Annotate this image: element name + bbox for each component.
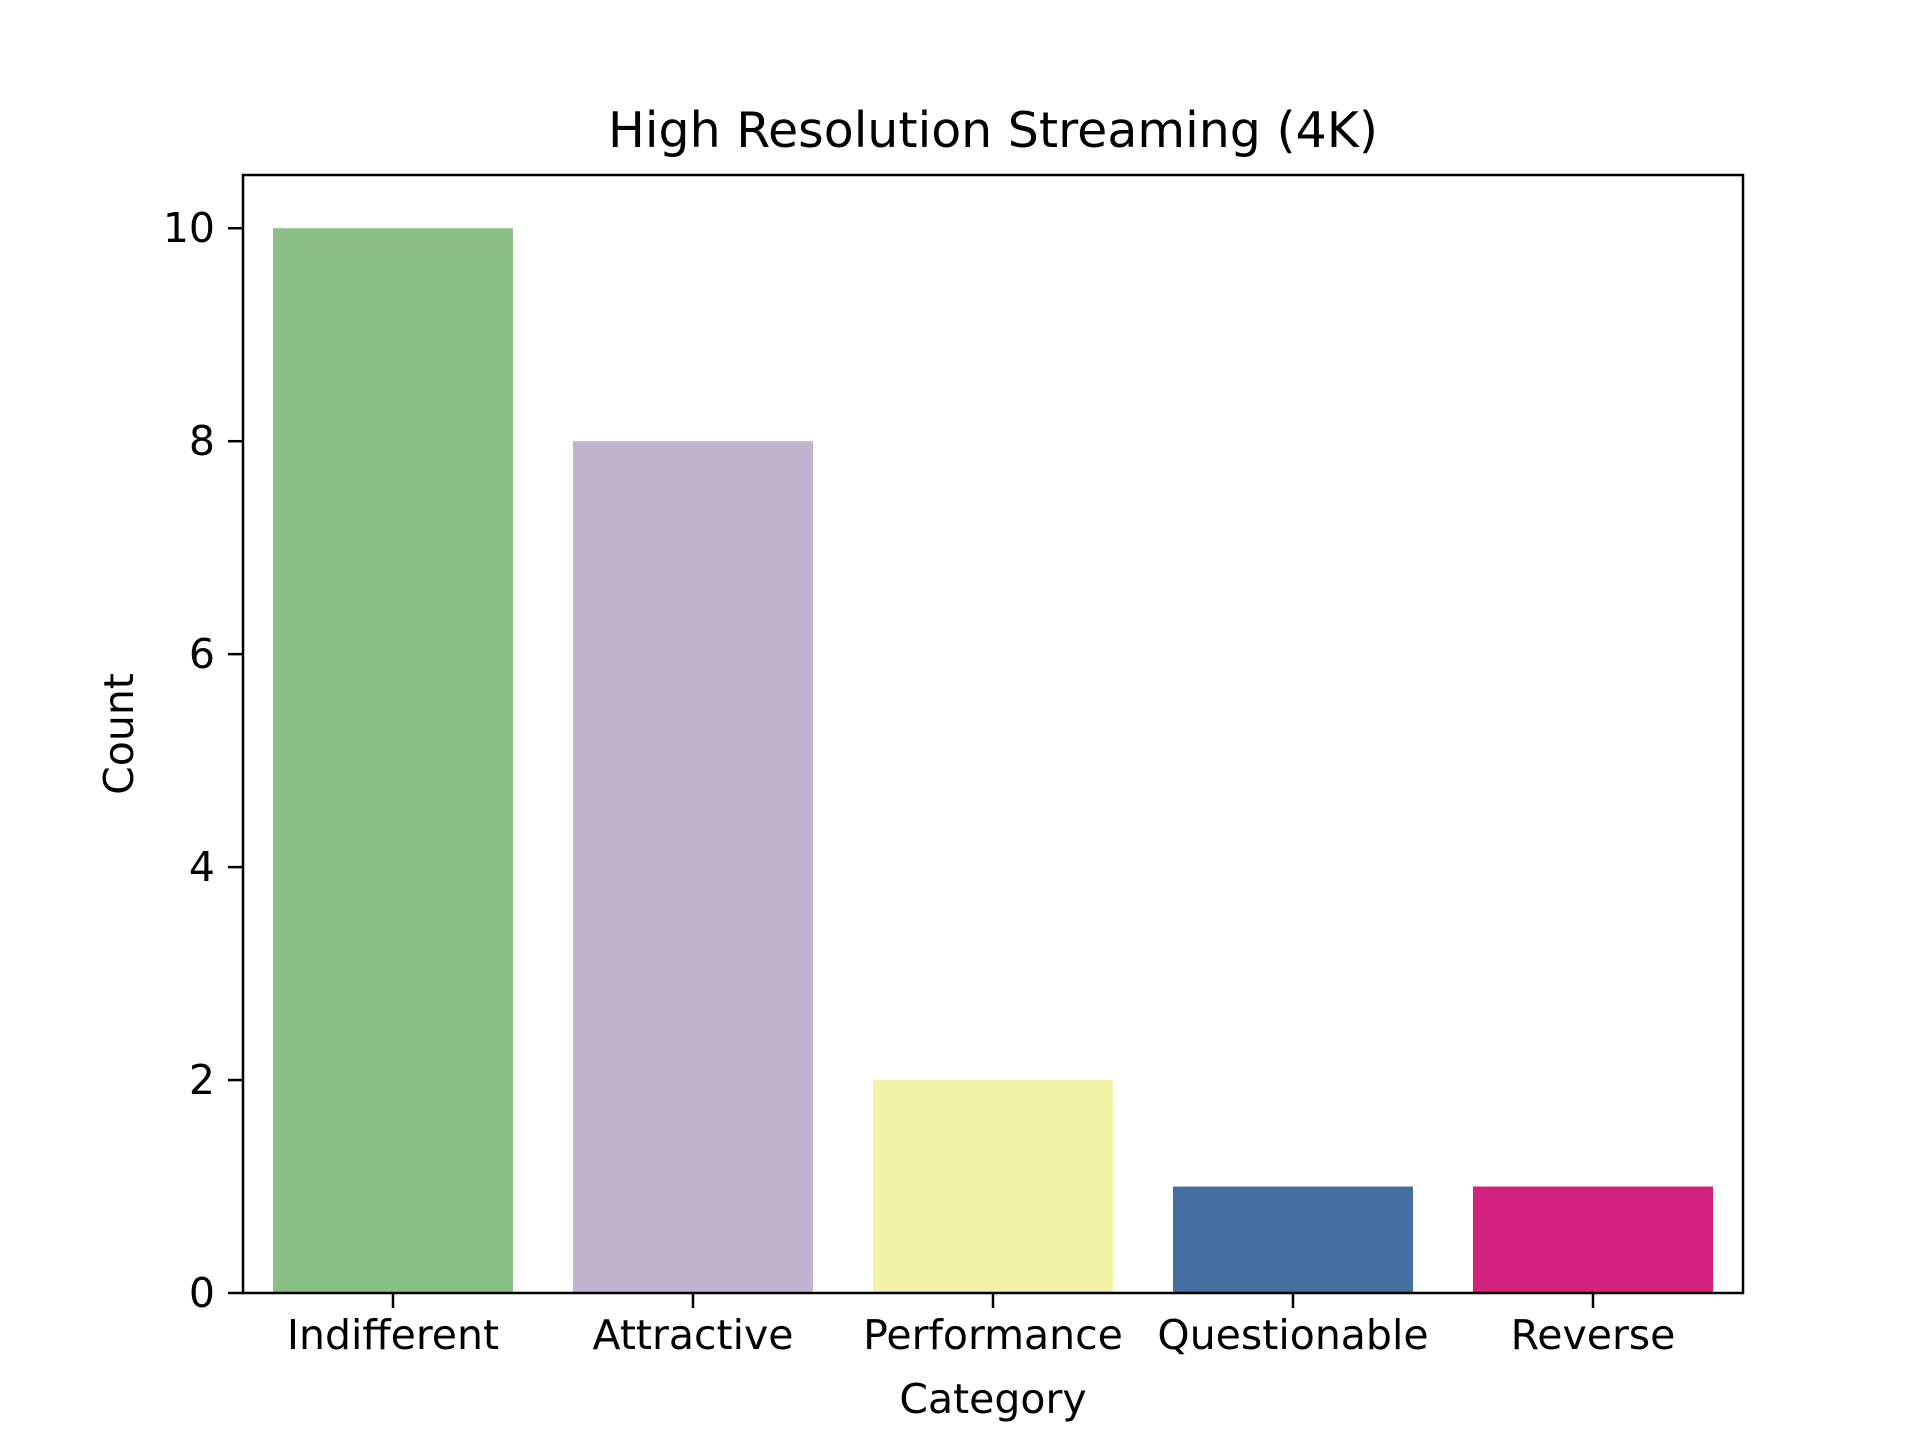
x-axis-title: Category (899, 1375, 1086, 1423)
bar-questionable (1173, 1186, 1413, 1293)
y-axis-title: Count (95, 673, 143, 795)
chart-title: High Resolution Streaming (4K) (608, 102, 1378, 159)
x-axis-ticks: Indifferent Attractive Performance Question… (287, 1293, 1676, 1359)
bars-layer (273, 228, 1713, 1294)
y-tick-label: 6 (189, 630, 215, 678)
x-tick-label: Questionable (1157, 1311, 1428, 1359)
bar-indifferent (273, 228, 513, 1294)
y-axis-ticks: 0 2 4 6 8 10 (163, 204, 243, 1317)
bar-reverse (1473, 1186, 1713, 1293)
x-tick-label: Attractive (593, 1311, 794, 1359)
y-tick-label: 4 (189, 843, 215, 891)
bar-attractive (573, 441, 813, 1293)
y-tick-label: 0 (189, 1269, 215, 1317)
x-tick-label: Indifferent (287, 1311, 499, 1359)
x-tick-label: Performance (863, 1311, 1123, 1359)
x-tick-label: Reverse (1511, 1311, 1676, 1359)
plot-frame (241, 173, 1745, 1295)
y-tick-label: 2 (189, 1056, 215, 1104)
y-tick-label: 10 (163, 204, 215, 252)
bar-performance (873, 1080, 1113, 1293)
y-tick-label: 8 (189, 417, 215, 465)
